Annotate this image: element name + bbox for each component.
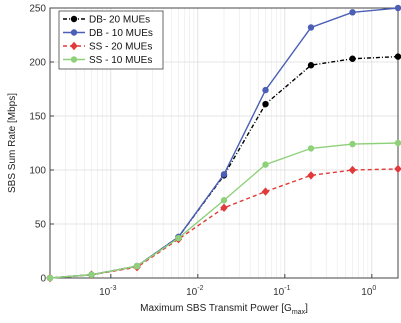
data-point: [88, 271, 95, 278]
data-point: [133, 262, 141, 270]
x-tick-label: 10-2: [186, 285, 203, 298]
data-point: [261, 187, 270, 196]
data-point: [307, 24, 315, 31]
x-axis: 10-3 10-2 10-1 100: [99, 274, 376, 298]
data-point: [394, 139, 401, 147]
series-group: [46, 4, 401, 283]
data-point: [175, 234, 182, 242]
legend-item: SS - 10 MUEs: [63, 55, 152, 66]
legend-marker: [70, 56, 78, 63]
legend-item: DB - 10 MUEs: [63, 28, 153, 39]
x-axis-title-subscript: max: [292, 309, 306, 316]
data-point: [262, 100, 269, 108]
legend-marker: [70, 29, 78, 36]
legend-label: SS - 20 MUEs: [89, 42, 152, 53]
y-tick-label: 100: [29, 166, 46, 177]
x-axis-title-end: ]: [305, 303, 308, 314]
x-tick-label: 10-3: [99, 285, 116, 298]
legend-item: SS - 20 MUEs: [63, 42, 152, 53]
y-axis: 0 50 100 150 200 250: [29, 4, 54, 285]
legend-marker: [70, 41, 78, 51]
data-point: [349, 55, 356, 62]
x-axis-title: Maximum SBS Transmit Power [Gmax]: [140, 303, 308, 316]
data-point: [307, 145, 315, 152]
data-point: [349, 140, 356, 148]
data-point: [262, 161, 269, 168]
data-point: [262, 86, 269, 94]
data-point: [394, 53, 401, 60]
data-point: [394, 164, 401, 174]
legend-label: SS - 10 MUEs: [89, 55, 152, 66]
data-point: [220, 203, 228, 213]
data-point: [348, 165, 357, 175]
x-axis-title-main: Maximum SBS Transmit Power [G: [140, 303, 292, 314]
data-point: [307, 171, 315, 180]
x-tick-label: 100: [361, 285, 376, 298]
data-point: [307, 62, 315, 69]
data-point: [46, 274, 54, 282]
y-tick-label: 200: [29, 58, 46, 69]
data-point: [220, 197, 228, 204]
legend: DB- 20 MUEs DB - 10 MUEs SS - 20 MUEs SS - …: [58, 10, 164, 70]
x-tick-label: 10-1: [273, 285, 290, 298]
legend-label: DB- 20 MUEs: [89, 15, 150, 26]
data-point: [394, 4, 401, 12]
y-tick-label: 0: [40, 274, 46, 285]
series-4: [46, 139, 401, 282]
data-point: [220, 171, 228, 178]
y-axis-title: SBS Sum Rate [Mbps]: [7, 93, 18, 193]
y-tick-label: 150: [29, 112, 46, 123]
y-tick-label: 250: [29, 4, 46, 15]
y-tick-label: 50: [35, 220, 47, 231]
legend-label: DB - 10 MUEs: [89, 28, 153, 39]
data-point: [349, 9, 356, 16]
legend-marker: [70, 15, 78, 23]
legend-item: DB- 20 MUEs: [63, 15, 150, 26]
